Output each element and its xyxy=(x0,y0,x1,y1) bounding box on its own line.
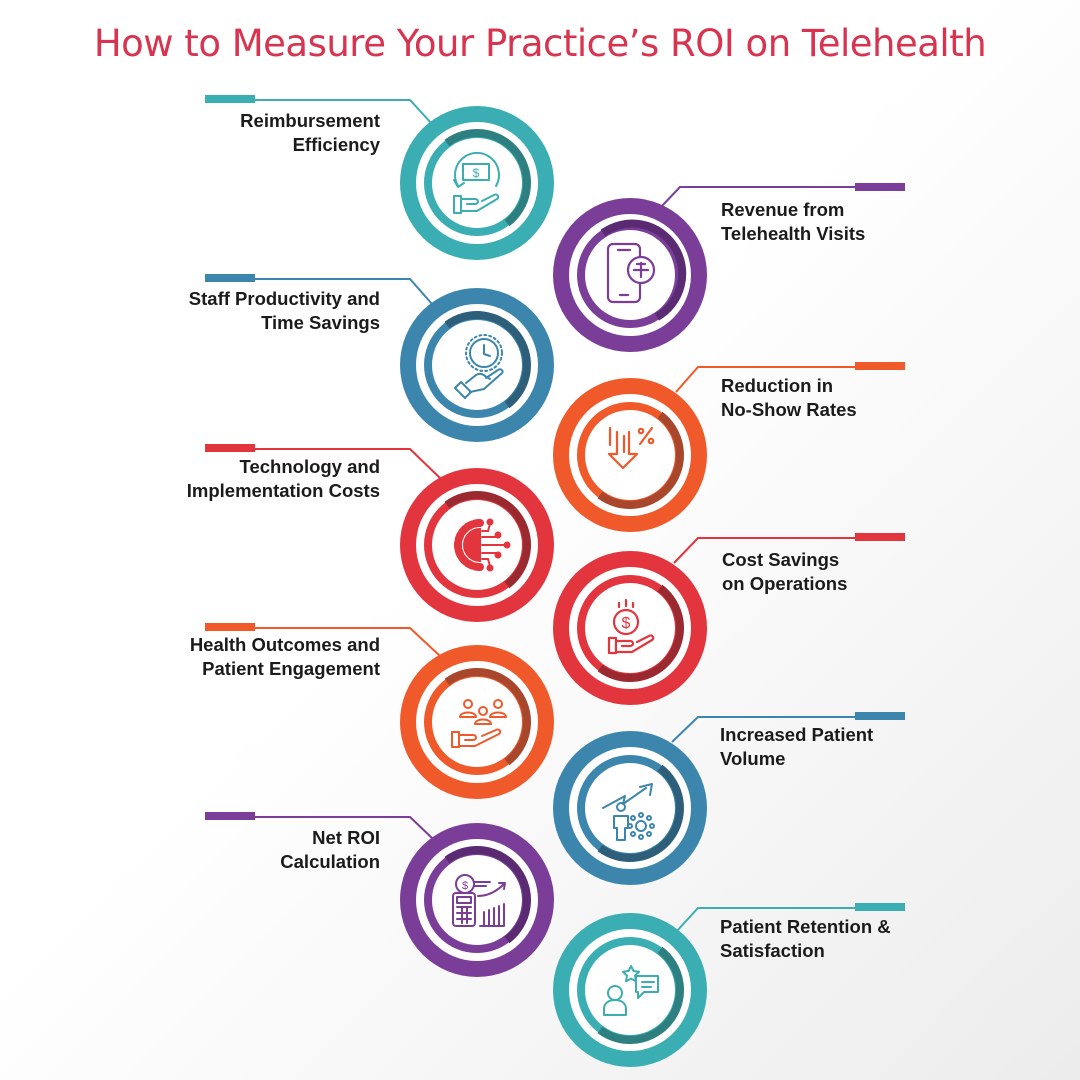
svg-text:$: $ xyxy=(473,166,480,180)
accent-bar xyxy=(855,183,905,191)
gear-circuit-icon xyxy=(454,518,511,572)
step-cost-savings: $ xyxy=(553,533,905,705)
step-patient-retention xyxy=(553,903,905,1067)
phone-medical-chat-icon xyxy=(606,242,656,304)
label-staff-productivity: Staff Productivity and Time Savings xyxy=(188,288,380,333)
step-technology-costs xyxy=(205,444,554,622)
label-patient-retention: Patient Retention & Satisfaction xyxy=(720,916,891,961)
step-revenue-telehealth xyxy=(553,183,905,352)
step-reimbursement: $ xyxy=(205,95,554,260)
step-health-outcomes xyxy=(205,623,554,799)
people-hand-icon xyxy=(451,699,507,748)
step-staff-productivity xyxy=(205,274,554,442)
step-no-show xyxy=(553,362,905,532)
person-growth-icon xyxy=(602,783,655,841)
svg-text:$: $ xyxy=(622,615,631,632)
label-patient-volume: Increased Patient Volume xyxy=(720,724,874,769)
clock-hand-icon xyxy=(454,334,504,399)
coin-hand-icon: $ xyxy=(607,598,655,655)
label-net-roi: Net ROI Calculation xyxy=(280,827,380,872)
person-star-chat-icon xyxy=(603,965,659,1016)
label-reimbursement: Reimbursement Efficiency xyxy=(240,110,380,155)
money-hand-cycle-icon: $ xyxy=(453,151,500,214)
svg-text:$: $ xyxy=(462,880,468,892)
label-revenue-telehealth: Revenue from Telehealth Visits xyxy=(721,199,866,244)
label-cost-savings: Cost Savings on Operations xyxy=(722,549,848,594)
step-net-roi: $ xyxy=(205,812,554,977)
down-arrow-percent-icon xyxy=(607,426,655,470)
page-title: How to Measure Your Practice’s ROI on Te… xyxy=(93,22,987,65)
label-health-outcomes: Health Outcomes and Patient Engagement xyxy=(189,634,380,679)
label-technology-costs: Technology and Implementation Costs xyxy=(186,456,380,501)
label-no-show: Reduction in No-Show Rates xyxy=(721,375,857,420)
calculator-chart-icon: $ xyxy=(452,874,506,927)
step-patient-volume xyxy=(553,712,905,885)
